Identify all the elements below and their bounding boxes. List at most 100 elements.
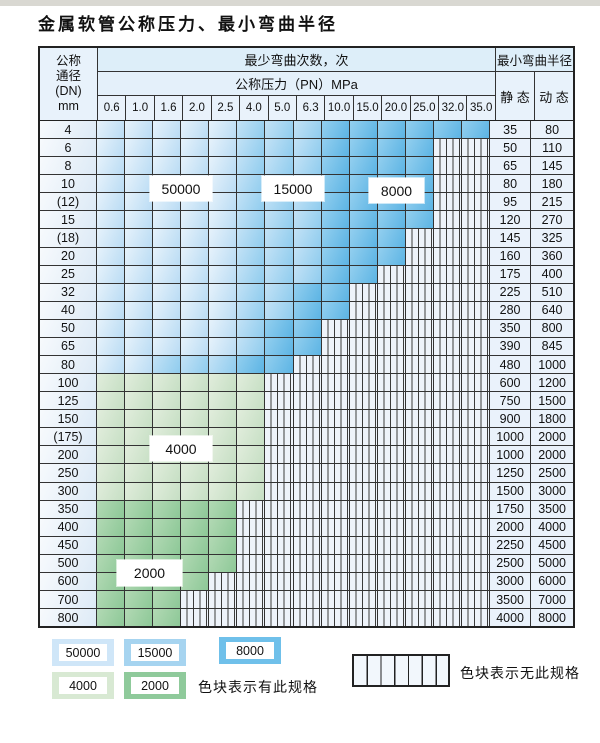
spec-cell — [209, 211, 238, 229]
dn-value: (12) — [40, 193, 97, 211]
table-row: 80 480 1000 — [40, 356, 574, 375]
no-spec-cell — [433, 356, 463, 374]
static-radius-value: 2000 — [490, 518, 532, 536]
no-spec-cell — [349, 536, 378, 554]
spec-cell — [125, 446, 154, 464]
table-row: 200 1000 2000 — [40, 446, 574, 465]
no-spec-cell — [321, 500, 350, 518]
no-spec-cell — [462, 518, 491, 536]
spec-cell — [237, 337, 266, 356]
spec-cell — [209, 175, 238, 193]
spec-cell — [209, 536, 238, 554]
spec-cell — [153, 319, 182, 337]
spec-cell — [321, 247, 350, 265]
no-spec-cell — [349, 500, 378, 518]
no-spec-cell — [462, 536, 491, 554]
no-spec-cell — [405, 283, 434, 301]
no-spec-cell — [462, 175, 491, 193]
table-row: (175) 1000 2000 — [40, 428, 574, 447]
dn-value: 600 — [40, 572, 97, 591]
dynamic-radius-value: 1500 — [531, 392, 574, 410]
no-spec-cell — [349, 374, 378, 392]
spec-cell — [97, 591, 126, 609]
spec-cell — [125, 301, 154, 319]
dn-value: 200 — [40, 446, 97, 464]
spec-cell — [97, 229, 126, 247]
spec-cell — [321, 157, 350, 175]
static-radius-value: 1250 — [490, 464, 532, 482]
spec-cell — [293, 319, 322, 337]
spec-cell — [209, 229, 238, 247]
dynamic-radius-value: 8000 — [531, 609, 574, 627]
spec-cell — [97, 175, 126, 193]
spec-cell — [209, 374, 238, 392]
spec-cell — [237, 301, 266, 319]
no-spec-cell — [433, 518, 463, 536]
spec-cell — [125, 139, 154, 157]
no-spec-cell — [405, 265, 434, 283]
spec-cell — [181, 536, 210, 554]
no-spec-cell — [462, 337, 491, 356]
spec-cell — [349, 157, 378, 175]
table-header: 公称 通径 (DN) mm 最少弯曲次数，次 公称压力（PN）MPa 0.6 1.0 1.… — [40, 48, 573, 121]
spec-cell — [209, 464, 238, 482]
spec-cell — [97, 536, 126, 554]
spec-cell — [265, 337, 294, 356]
dn-value: (175) — [40, 428, 97, 446]
no-spec-cell — [349, 392, 378, 410]
no-spec-cell — [321, 392, 350, 410]
spec-cell — [209, 265, 238, 283]
no-spec-cell — [349, 410, 378, 428]
cycle-count-label: 8000 — [369, 178, 424, 203]
no-spec-cell — [377, 319, 406, 337]
bend-cycles-header-group: 最少弯曲次数，次 公称压力（PN）MPa 0.6 1.0 1.6 2.0 2.5 4.0 5… — [98, 48, 496, 120]
spec-cell — [181, 356, 210, 374]
spec-cell — [321, 193, 350, 211]
cycle-count-label: 2000 — [117, 560, 182, 586]
dn-value: 100 — [40, 374, 97, 392]
static-radius-value: 1000 — [490, 446, 532, 464]
no-spec-cell — [405, 229, 434, 247]
no-spec-cell — [265, 374, 294, 392]
spec-cell — [209, 356, 238, 374]
no-spec-cell — [237, 518, 266, 536]
spec-cell — [349, 211, 378, 229]
static-radius-value: 225 — [490, 283, 532, 301]
pressure-column-header: 0.6 — [98, 96, 127, 120]
dn-value: 40 — [40, 301, 97, 319]
dynamic-radius-value: 6000 — [531, 572, 574, 591]
static-radius-value: 2250 — [490, 536, 532, 554]
no-spec-cell — [181, 609, 210, 627]
dynamic-radius-value: 110 — [531, 139, 574, 157]
cycle-count-label: 4000 — [150, 436, 212, 461]
static-radius-value: 145 — [490, 229, 532, 247]
pressure-columns-row: 0.6 1.0 1.6 2.0 2.5 4.0 5.0 6.3 10.0 15.0 20.0 25.0… — [98, 96, 495, 120]
dynamic-radius-value: 2000 — [531, 446, 574, 464]
no-spec-cell — [293, 572, 322, 591]
no-spec-cell — [321, 337, 350, 356]
spec-cell — [125, 356, 154, 374]
spec-cell — [125, 283, 154, 301]
dn-value: 32 — [40, 283, 97, 301]
spec-cell — [97, 392, 126, 410]
spec-cell — [433, 121, 463, 139]
spec-cell — [293, 139, 322, 157]
dn-value: 8 — [40, 157, 97, 175]
spec-cell — [125, 337, 154, 356]
spec-cell — [237, 247, 266, 265]
spec-cell — [153, 283, 182, 301]
spec-cell — [153, 482, 182, 500]
spec-cell — [265, 319, 294, 337]
spec-cell — [125, 229, 154, 247]
spec-cell — [265, 247, 294, 265]
spec-cell — [97, 193, 126, 211]
dynamic-radius-value: 4000 — [531, 518, 574, 536]
pressure-column-header: 10.0 — [325, 96, 354, 120]
no-spec-cell — [462, 392, 491, 410]
dynamic-radius-value: 800 — [531, 319, 574, 337]
no-spec-cell — [377, 446, 406, 464]
spec-cell — [153, 301, 182, 319]
no-spec-cell — [405, 518, 434, 536]
spec-cell — [265, 139, 294, 157]
no-spec-cell — [462, 211, 491, 229]
